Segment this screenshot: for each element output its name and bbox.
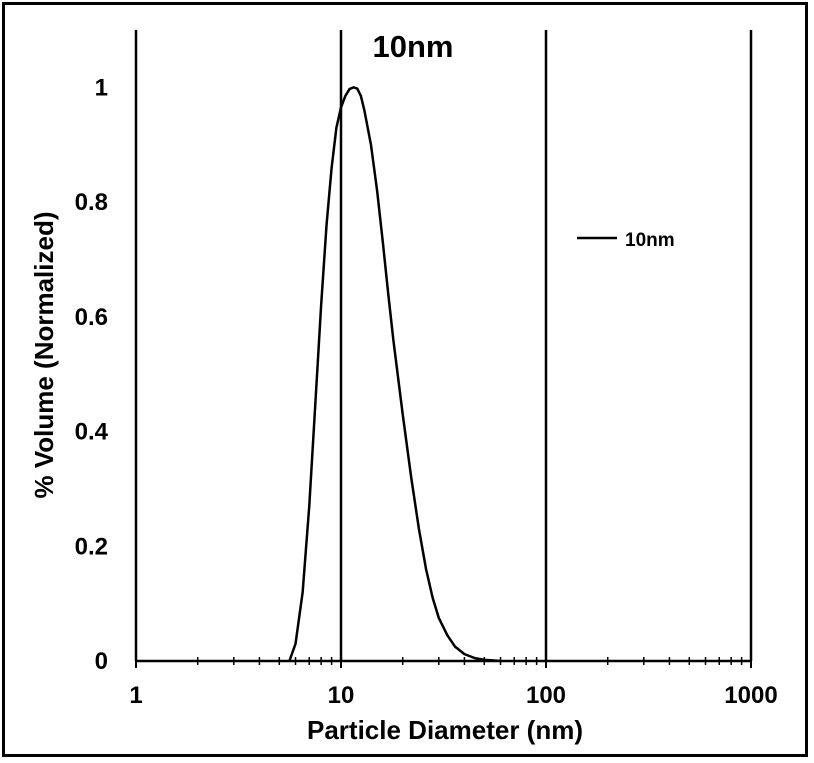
y-axis-label: % Volume (Normalized)	[29, 211, 59, 498]
y-tick-label-1: 1	[95, 74, 108, 101]
series-layer	[288, 86, 501, 663]
x-tick-label-100: 100	[526, 682, 566, 709]
x-tick-label-1: 1	[129, 682, 142, 709]
chart-title: 10nm	[373, 29, 454, 64]
x-tick-label-1000: 1000	[724, 682, 777, 709]
y-tick-label-0.4: 0.4	[75, 419, 109, 446]
x-axis-label: Particle Diameter (nm)	[307, 715, 583, 745]
y-tick-label-0.2: 0.2	[75, 533, 108, 560]
series-line-10nm	[288, 86, 501, 663]
y-tick-label-0: 0	[95, 648, 108, 675]
x-tick-label-10: 10	[328, 682, 355, 709]
axes-layer	[135, 654, 752, 668]
tick-labels: 1 10 100 1000 0 0.2 0.4 0.6 0.8 1	[75, 74, 778, 709]
y-tick-label-0.8: 0.8	[75, 189, 108, 216]
legend-label-10nm: 10nm	[625, 230, 675, 251]
y-tick-label-0.6: 0.6	[75, 304, 108, 331]
legend: 10nm	[577, 230, 675, 251]
chart: 1 10 100 1000 0 0.2 0.4 0.6 0.8 1 10nm Particle D…	[29, 29, 778, 745]
chart-frame: 1 10 100 1000 0 0.2 0.4 0.6 0.8 1 10nm Particle D…	[2, 2, 808, 757]
grid-layer	[134, 30, 753, 661]
